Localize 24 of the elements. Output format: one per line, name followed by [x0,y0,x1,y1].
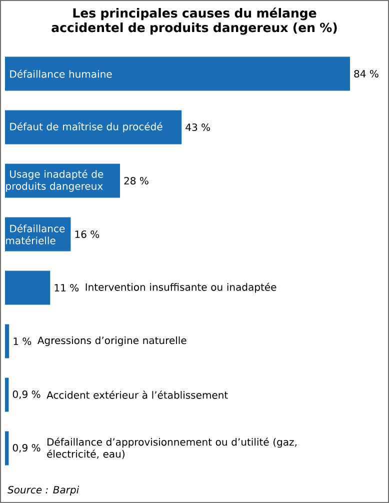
y-tick-label: Défaut de maîtrise du procédé [10,122,162,132]
y-tick-label: Défaillance humaine [10,70,112,78]
bar [5,324,10,358]
bar [5,56,350,91]
data-label: 0,9 % [12,390,40,400]
data-label: 43 % [186,123,210,132]
data-label: 16 % [75,230,100,238]
chart-title: Les principales causes du mélange accidentel de produits dangereux (en %) [52,8,337,35]
y-tick-label: Agressions d’origine naturelle [37,336,186,346]
text: Source : Barpi [8,486,80,496]
data-label: 0,9 % [12,444,40,453]
y-tick-label: Usage inadapté de produits dangereux [6,170,104,192]
data-label: 28 % [124,176,148,185]
data-label: 84 % [354,70,378,78]
y-tick-label: Défaillance d’approvisionnement ou d’utilité (gaz, électricité, eau) [47,438,296,459]
bar [5,270,50,305]
data-label: 11 % [54,284,79,292]
bar [5,110,182,144]
bar [5,431,9,466]
y-tick-label: Accident extérieur à l’établissement [46,390,228,399]
y-tick-label: Intervention insuffisante ou inadaptée [86,282,276,293]
data-label: 1 % [14,337,32,346]
y-tick-label: Défaillance matérielle [6,224,65,244]
bar [5,378,9,412]
